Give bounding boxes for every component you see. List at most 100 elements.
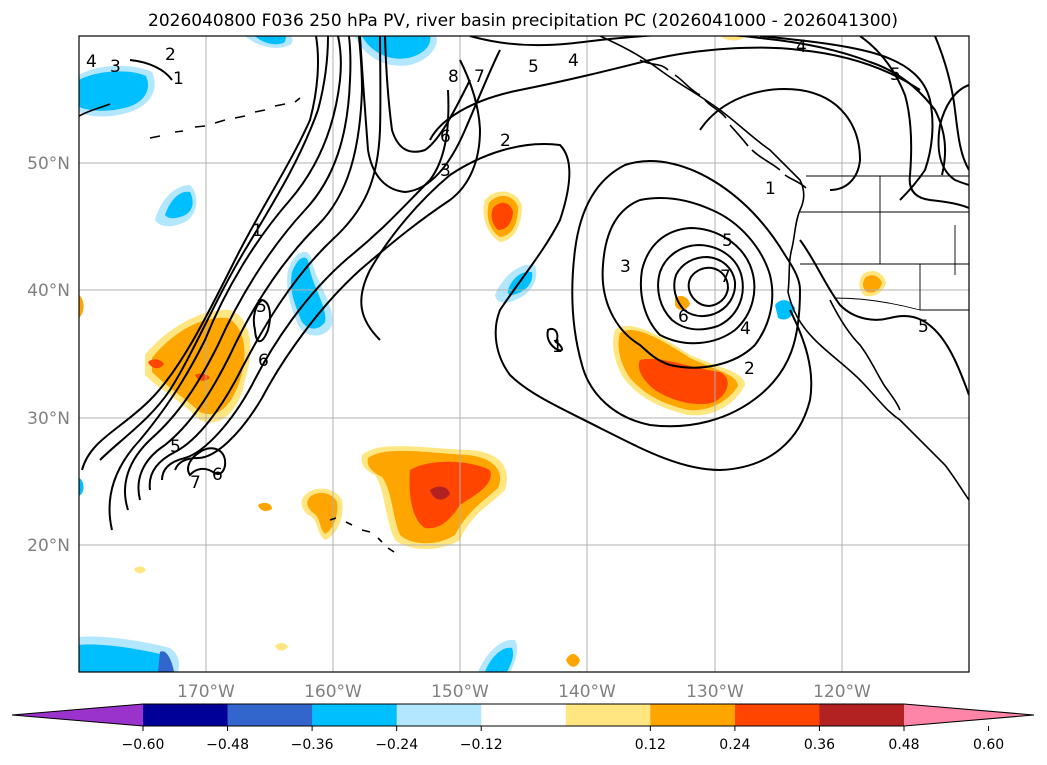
- positive-anomaly-area: [430, 486, 450, 500]
- pv-contour: [469, 36, 947, 176]
- hawaiian-islands: [329, 517, 395, 553]
- pv-contour: [759, 36, 934, 201]
- pv-contour: [639, 226, 756, 345]
- map-panel: 4 3 2 1 8 7 6 5 2 3 4 5 1 5 6 3 5 7 4 6: [27, 35, 970, 702]
- pv-contour: [360, 143, 813, 472]
- pv-contour: [148, 36, 382, 491]
- contour-label: 1: [252, 221, 263, 241]
- map-frame: [78, 35, 970, 673]
- pv-contour: [161, 89, 450, 481]
- colorbar-tick-label: 0.60: [973, 737, 1004, 753]
- aleutian-islands: [149, 97, 301, 139]
- negative-anomaly-area: [165, 191, 193, 219]
- colorbar: −0.60 −0.48 −0.36 −0.24 −0.12 0.12 0.24 0.36 0.4…: [11, 703, 1035, 753]
- positive-anomaly-area: [134, 566, 146, 574]
- colorbar-cell: [312, 704, 398, 726]
- lat-label: 30°N: [27, 409, 70, 429]
- contour-label: 2: [744, 359, 755, 379]
- colorbar-ticks: −0.60 −0.48 −0.36 −0.24 −0.12 0.12 0.24 0.36 0.4…: [122, 726, 1004, 753]
- pv-contour: [129, 59, 173, 81]
- pv-contour: [546, 328, 564, 352]
- pv-contour: [384, 36, 471, 153]
- coastlines: [79, 36, 969, 553]
- lon-label: 160°W: [304, 682, 362, 702]
- pv-contour: [137, 36, 364, 501]
- lat-label: 40°N: [27, 281, 70, 301]
- negative-anomaly-area: [79, 71, 148, 111]
- state-borders: [800, 176, 969, 310]
- negative-anomaly-area: [775, 300, 795, 320]
- contour-label: 2: [500, 131, 511, 151]
- contour-label: 1: [765, 179, 776, 199]
- positive-anomaly-area: [307, 492, 338, 534]
- contour-label: 6: [678, 307, 689, 327]
- contour-label: 5: [722, 231, 733, 251]
- contour-label: 5: [918, 317, 929, 337]
- positive-anomaly-area: [258, 502, 272, 512]
- lon-label: 130°W: [686, 682, 744, 702]
- colorbar-cells: [11, 703, 1035, 727]
- contour-label: 3: [110, 57, 121, 77]
- pv-contour: [937, 84, 969, 186]
- pv-contour: [657, 243, 744, 331]
- contour-label: 4: [740, 319, 751, 339]
- pv-contours: [81, 36, 969, 531]
- contour-label: 5: [528, 57, 539, 77]
- contour-label: 5: [170, 437, 181, 457]
- positive-anomaly-area: [491, 202, 513, 230]
- pv-contour: [252, 298, 271, 343]
- colorbar-cell: [227, 704, 313, 726]
- contour-label: 3: [440, 161, 451, 181]
- pv-contour: [799, 239, 969, 396]
- colorbar-tick-label: 0.24: [719, 737, 750, 753]
- colorbar-tick-label: −0.24: [375, 737, 418, 753]
- positive-anomaly-area: [566, 654, 580, 667]
- colorbar-extend-low: [12, 704, 143, 726]
- colorbar-tick-label: 0.12: [635, 737, 666, 753]
- colorbar-cell: [734, 704, 820, 726]
- alaska-panhandle-islands: [639, 59, 807, 189]
- colorbar-cell: [565, 704, 651, 726]
- pv-contour: [187, 447, 227, 477]
- contour-label: 8: [448, 67, 459, 87]
- positive-anomaly-area: [152, 317, 245, 415]
- pv-contour: [699, 88, 862, 191]
- contour-label: 7: [474, 67, 485, 87]
- colorbar-tick-label: −0.48: [206, 737, 249, 753]
- colorbar-cell: [819, 704, 905, 726]
- colorbar-tick-label: 0.48: [888, 737, 919, 753]
- negative-anomaly-area: [255, 36, 286, 45]
- contour-label: 6: [258, 351, 269, 371]
- colorbar-cell: [396, 704, 482, 726]
- lon-label: 170°W: [177, 682, 235, 702]
- negative-anomaly-area: [79, 644, 170, 672]
- graticule: [79, 36, 969, 672]
- pv-contour: [673, 255, 737, 318]
- contour-label: 4: [86, 52, 97, 72]
- positive-anomaly-area: [675, 296, 690, 311]
- pv-contour-labels: 4 3 2 1 8 7 6 5 2 3 4 5 1 5 6 3 5 7 4 6: [86, 37, 929, 493]
- lon-label: 120°W: [813, 682, 871, 702]
- negative-anomaly-area: [158, 651, 174, 672]
- colorbar-cell: [650, 704, 736, 726]
- contour-label: 4: [796, 37, 807, 57]
- pv-contour: [174, 59, 482, 471]
- colorbar-extend-high: [904, 704, 1034, 726]
- lon-label: 150°W: [431, 682, 489, 702]
- positive-anomaly-area: [79, 295, 84, 318]
- contour-label: 2: [165, 45, 176, 65]
- latitude-labels: 50°N 40°N 30°N 20°N: [27, 154, 70, 556]
- contour-label: 3: [620, 257, 631, 277]
- pv-contour: [859, 36, 969, 209]
- contour-label: 7: [190, 473, 201, 493]
- pv-contour: [108, 36, 342, 531]
- negative-anomaly-area: [485, 647, 514, 672]
- us-mexico-border: [834, 297, 969, 311]
- colorbar-tick-label: −0.12: [460, 737, 503, 753]
- colorbar-cell: [143, 704, 229, 726]
- contour-label: 1: [173, 69, 184, 89]
- colorbar-tick-label: −0.36: [291, 737, 334, 753]
- contour-label: 6: [212, 465, 223, 485]
- pv-contour: [601, 197, 774, 369]
